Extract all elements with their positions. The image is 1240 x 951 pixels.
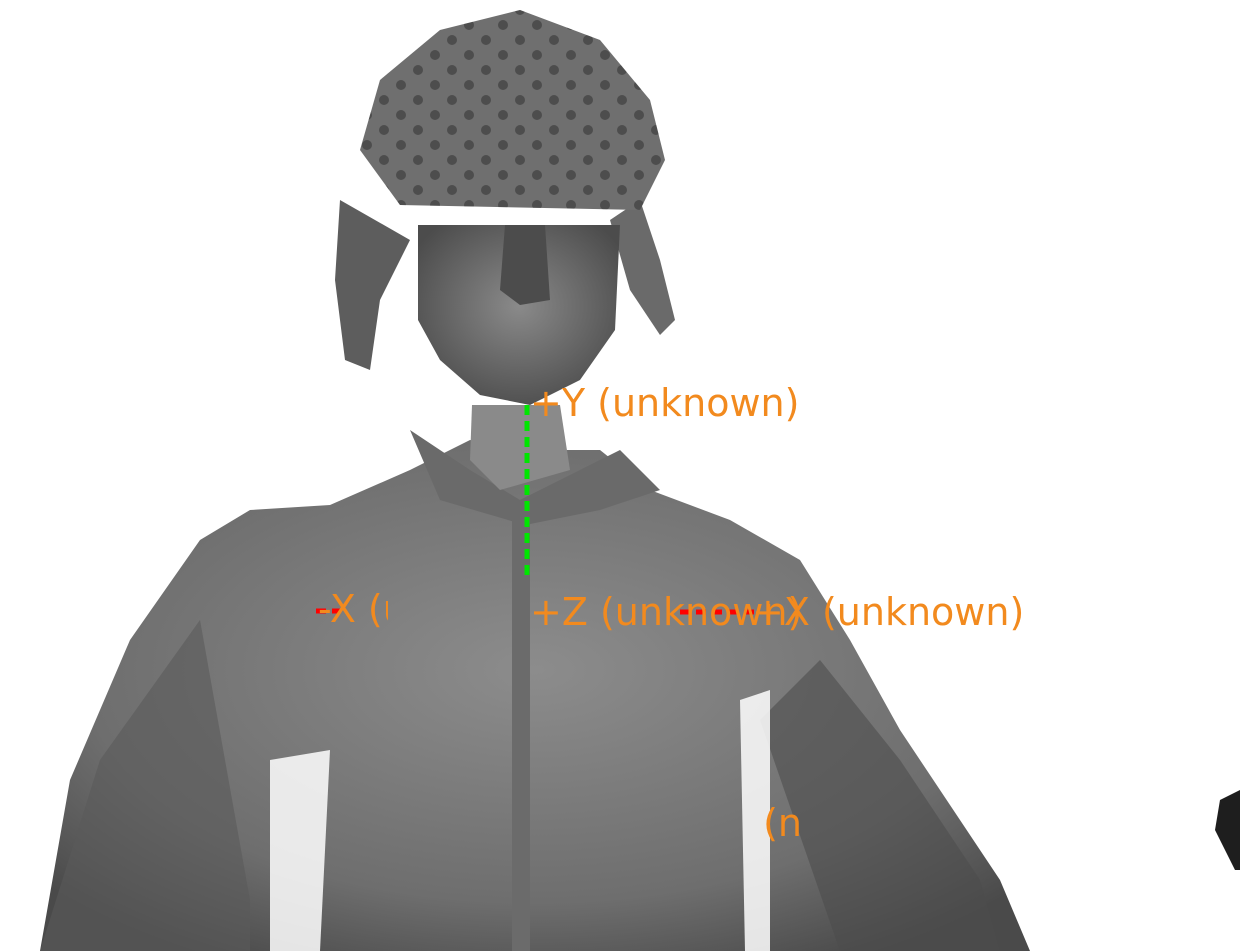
- axis-label-fragment: n): [763, 804, 802, 842]
- axis-label-pos-y: +Y (unknown): [530, 381, 800, 425]
- mesh-head: [335, 10, 675, 405]
- mesh-torso: [40, 430, 1030, 951]
- axis-label-pos-x: +X (unknown): [752, 590, 1025, 634]
- mesh-neck: [470, 405, 570, 490]
- axis-label-pos-z: +Z (unknown): [530, 590, 803, 634]
- mesh-edge-fragment: [1215, 790, 1240, 870]
- axis-label-neg-x: -X (unknown): [318, 590, 388, 628]
